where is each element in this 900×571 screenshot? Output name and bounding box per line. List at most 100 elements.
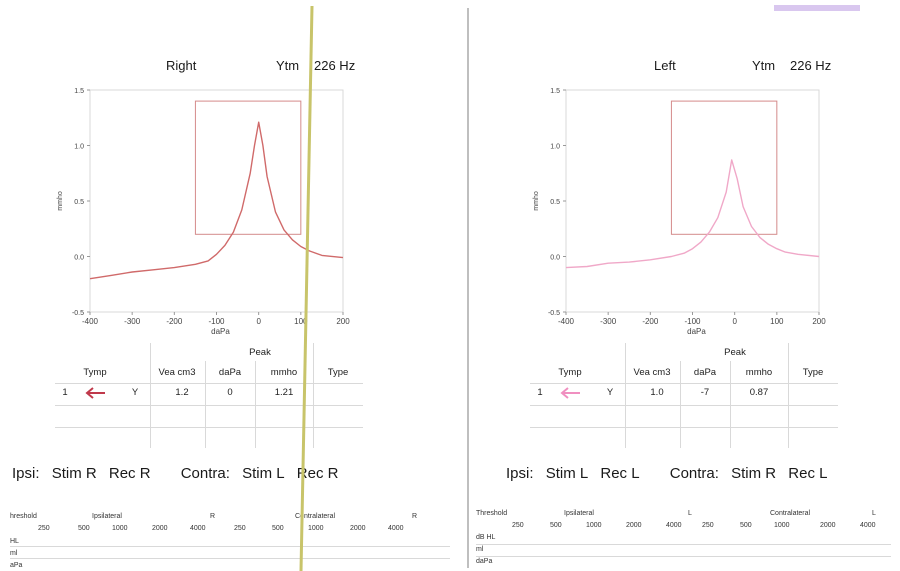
right-row-vea: 1.2 xyxy=(175,387,189,398)
left-x-tick-label: 200 xyxy=(812,317,826,326)
left-col-mmho: mmho xyxy=(745,367,773,378)
right-freq-header: 1000 xyxy=(112,525,128,532)
right-ipsilateral-label: Ipsilateral xyxy=(92,513,122,520)
left-x-tick-label: -200 xyxy=(642,317,659,326)
right-freq-header: 500 xyxy=(272,525,284,532)
left-contralateral-label: Contralateral xyxy=(770,510,811,517)
left-table: Peak Tymp Vea cm3 daPa mmho Type 1 Y 1.0… xyxy=(530,343,838,448)
right-table: Peak Tymp Vea cm3 daPa mmho Type 1 Y 1.2… xyxy=(55,343,363,448)
right-x-tick-label: -100 xyxy=(208,317,225,326)
left-freq-header: 1000 xyxy=(586,522,602,529)
left-row-dapa: daPa xyxy=(476,558,493,565)
left-frequency: 226 Hz xyxy=(790,58,832,73)
left-x-tick-label: 100 xyxy=(770,317,784,326)
right-ipsi-label: Ipsi: xyxy=(12,465,40,482)
left-col-dapa: daPa xyxy=(693,367,717,378)
right-y-tick-label: 1.5 xyxy=(74,88,84,95)
left-y-tick-label: -0.5 xyxy=(548,310,560,317)
right-tympanogram: -0.5 0.0 0.5 1.0 1.5 -400 -300 -200 -100 0 100 200 d… xyxy=(57,88,350,336)
left-row-mmho: 0.87 xyxy=(749,387,769,398)
right-row-hl: HL xyxy=(10,538,19,545)
left-y-tick-label: 1.0 xyxy=(550,144,560,151)
left-freq-header: 4000 xyxy=(666,522,682,529)
right-freq-header: 2000 xyxy=(350,525,366,532)
left-y-axis-label: mmho xyxy=(533,191,540,211)
left-freq-header: 2000 xyxy=(820,522,836,529)
right-x-tick-label: -200 xyxy=(166,317,183,326)
left-freq-header: 1000 xyxy=(774,522,790,529)
left-peak-header: Peak xyxy=(724,347,746,358)
left-row-y: Y xyxy=(606,387,614,398)
left-freq-header: 500 xyxy=(550,522,562,529)
right-ipsi-stim: Stim R xyxy=(51,465,97,482)
left-col-vea: Vea cm3 xyxy=(633,367,671,378)
left-freq-header: 250 xyxy=(702,522,714,529)
right-reflex-line: Ipsi: Stim R Rec R Contra: Stim L Rec R xyxy=(12,465,346,482)
left-col-type: Type xyxy=(802,367,824,378)
right-x-tick-label: -400 xyxy=(82,317,99,326)
left-tympanogram-curve xyxy=(565,159,820,269)
right-row-dapa: 0 xyxy=(227,387,233,398)
right-freq-header: 1000 xyxy=(308,525,324,532)
left-ipsi-label: Ipsi: xyxy=(506,465,534,482)
right-freq-header: 500 xyxy=(78,525,90,532)
left-col-tymp: Tymp xyxy=(558,367,582,378)
right-peak-header: Peak xyxy=(249,347,271,358)
right-row-number: 1 xyxy=(62,387,68,398)
right-contra-rec: Rec R xyxy=(296,465,339,482)
pane-divider xyxy=(467,8,469,568)
left-row-ml: ml xyxy=(476,546,484,553)
right-tympanogram-curve xyxy=(89,121,344,280)
left-ipsi-stim: Stim L xyxy=(545,465,589,482)
left-freq-header: 250 xyxy=(512,522,524,529)
left-ear-title: Left xyxy=(654,58,676,73)
right-contra-ear: R xyxy=(412,513,418,520)
left-freq-header: 4000 xyxy=(860,522,876,529)
left-tympanogram: -0.5 0.0 0.5 1.0 1.5 -400 -300 -200 -100 0 100 200 d… xyxy=(533,88,826,336)
right-x-tick-label: 200 xyxy=(336,317,350,326)
left-contra-rec: Rec L xyxy=(788,465,828,482)
left-y-tick-label: 1.5 xyxy=(550,88,560,95)
right-y-tick-label: 0.5 xyxy=(74,199,84,206)
top-right-tab xyxy=(774,5,860,11)
left-ipsi-rec: Rec L xyxy=(600,465,640,482)
right-freq-header: 250 xyxy=(38,525,50,532)
right-freq-header: 4000 xyxy=(388,525,404,532)
left-y-tick-label: 0.0 xyxy=(550,255,560,262)
right-ear-arrow-icon xyxy=(85,387,105,399)
right-contra-label: Contra: xyxy=(180,465,230,482)
right-threshold-label: hreshold xyxy=(10,513,37,520)
right-y-tick-label: 0.0 xyxy=(74,255,84,262)
right-y-tick-label: 1.0 xyxy=(74,144,84,151)
right-col-vea: Vea cm3 xyxy=(158,367,196,378)
right-col-dapa: daPa xyxy=(218,367,242,378)
left-row-vea: 1.0 xyxy=(650,387,664,398)
right-normal-range-box xyxy=(194,100,302,235)
right-contra-stim: Stim L xyxy=(242,465,285,482)
left-x-tick-label: 0 xyxy=(732,317,737,326)
left-y-tick-label: 0.5 xyxy=(550,199,560,206)
left-freq-header: 500 xyxy=(740,522,752,529)
right-x-tick-label: -300 xyxy=(124,317,141,326)
left-x-tick-label: -300 xyxy=(600,317,617,326)
left-freq-header: 2000 xyxy=(626,522,642,529)
left-ipsi-ear: L xyxy=(688,510,692,517)
left-x-tick-label: -100 xyxy=(684,317,701,326)
right-contralateral-label: Contralateral xyxy=(295,513,336,520)
left-threshold-grid: Threshold Ipsilateral L Contralateral L … xyxy=(476,508,891,568)
left-normal-range-box xyxy=(670,100,778,235)
left-row-dapa: -7 xyxy=(700,387,710,398)
right-x-axis-label: daPa xyxy=(211,327,230,336)
right-row-mmho: 1.21 xyxy=(274,387,294,398)
left-row-hl: dB HL xyxy=(476,534,496,541)
left-contra-label: Contra: xyxy=(669,465,719,482)
right-probe-label: Ytm xyxy=(276,58,300,73)
right-freq-header: 250 xyxy=(234,525,246,532)
left-threshold-label: Threshold xyxy=(476,510,508,517)
right-row-ml: ml xyxy=(10,550,18,557)
left-x-tick-label: -400 xyxy=(558,317,575,326)
right-col-type: Type xyxy=(327,367,349,378)
left-ear-arrow-icon xyxy=(560,387,580,399)
right-ear-title: Right xyxy=(166,58,197,73)
right-freq-header: 2000 xyxy=(152,525,168,532)
